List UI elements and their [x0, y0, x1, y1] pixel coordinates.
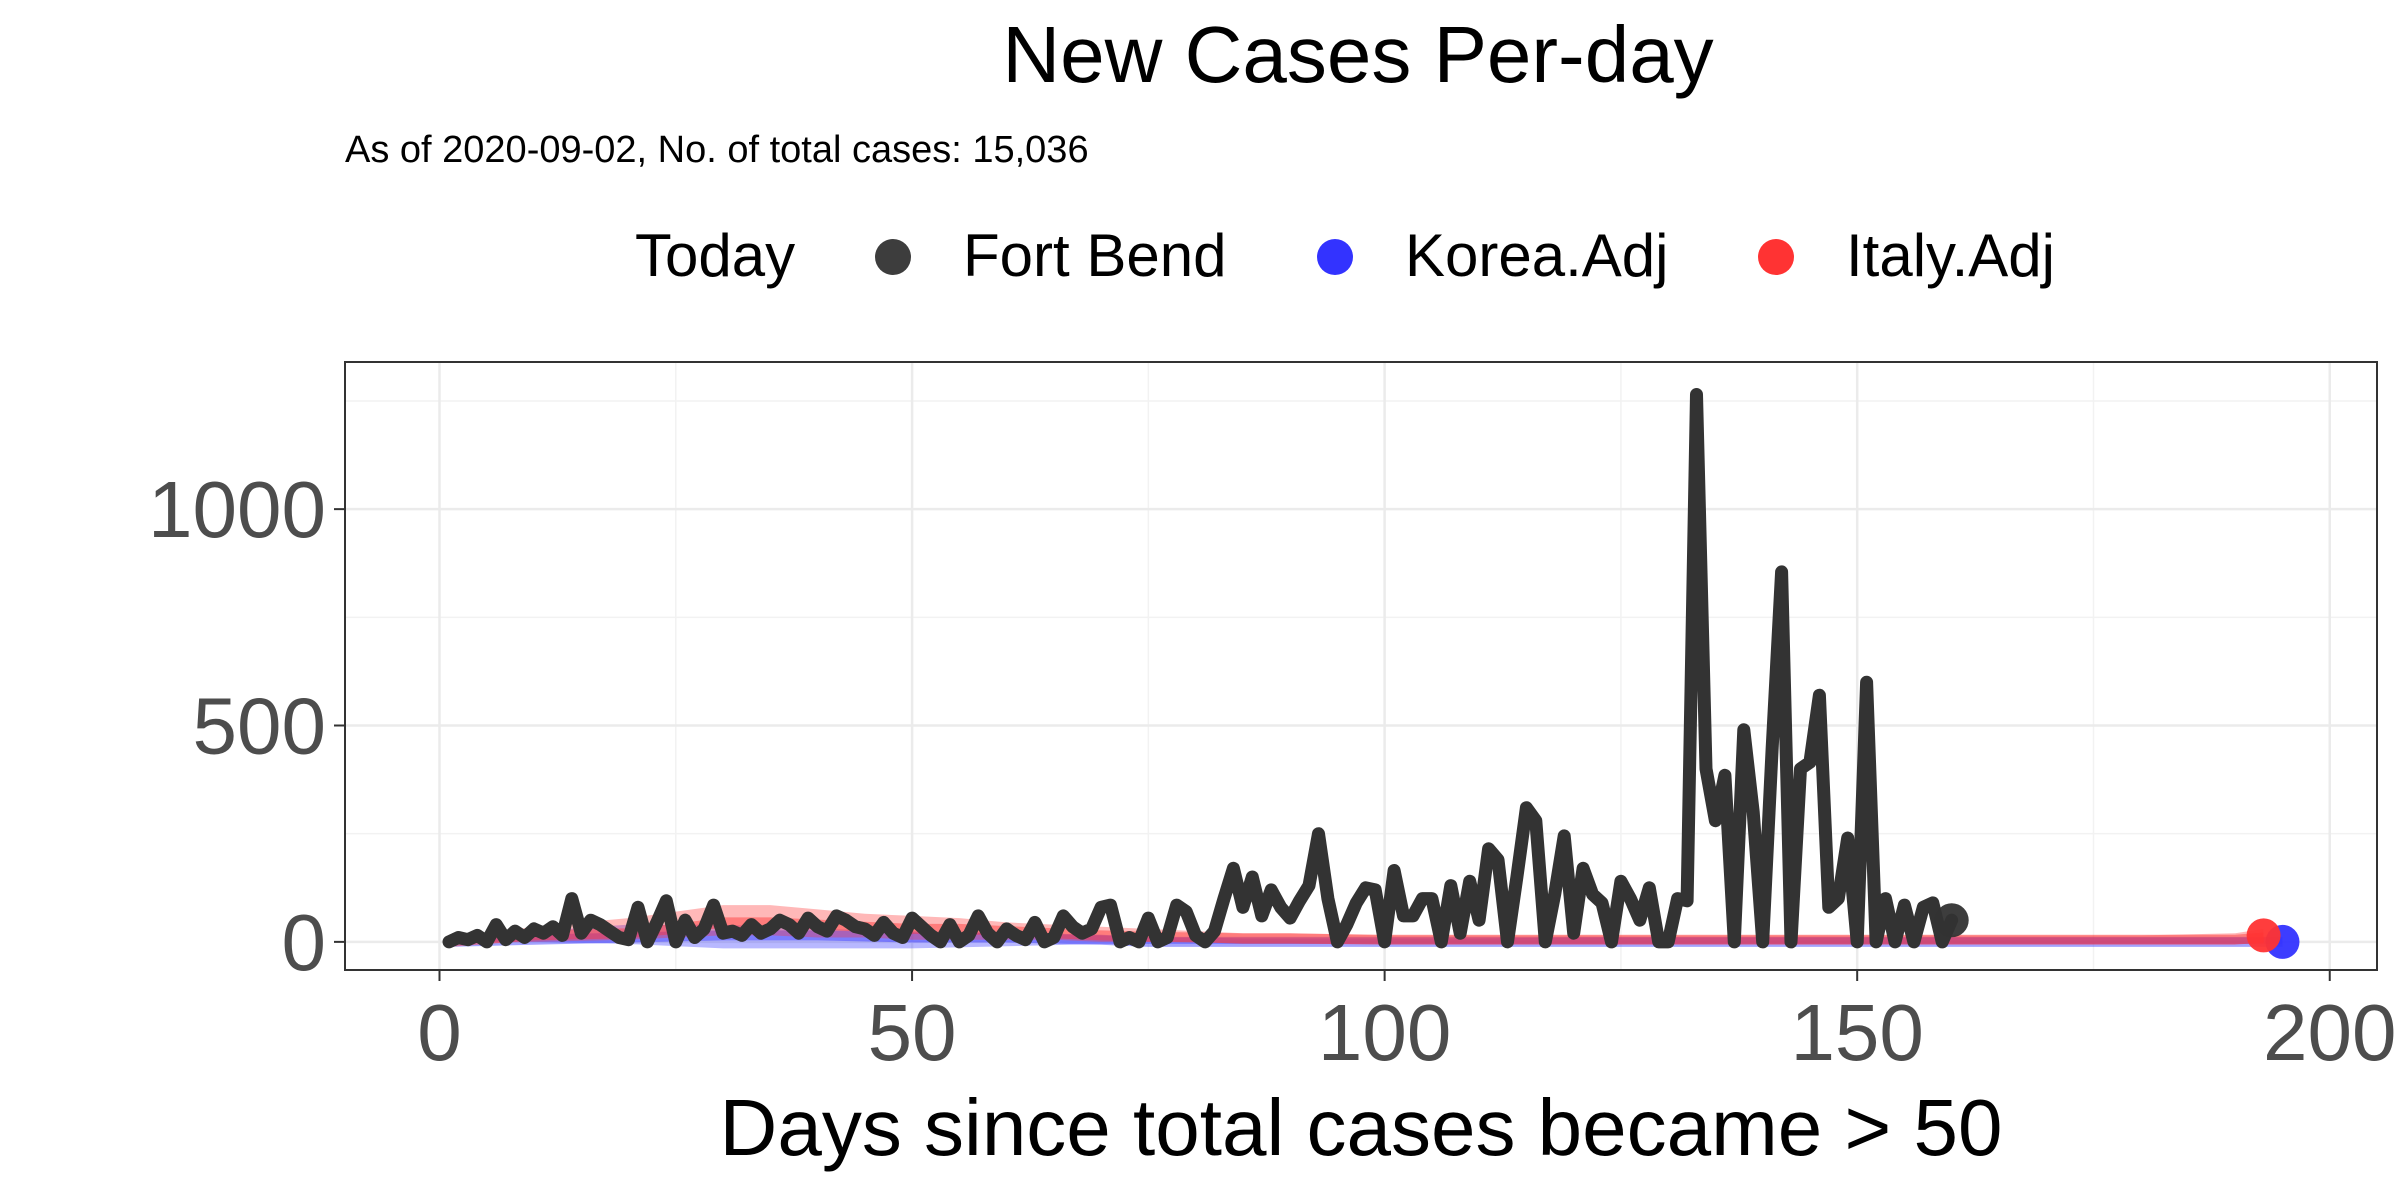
- plot-panel-border: [344, 361, 2378, 971]
- legend-label-italy-adj: Italy.Adj: [1846, 222, 2055, 289]
- y-tick-label: 1000: [148, 465, 326, 554]
- legend-label-korea-adj: Korea.Adj: [1405, 222, 1669, 289]
- italy-adj-today-point: [2246, 918, 2281, 953]
- legend-label-fort-bend: Fort Bend: [963, 222, 1226, 289]
- legend: Today Fort Bend Korea.Adj Italy.Adj: [635, 222, 2055, 289]
- x-tick-label: 50: [868, 988, 957, 1077]
- legend-key-italy-adj: [1758, 239, 1794, 275]
- legend-title: Today: [635, 222, 795, 289]
- axes: 0 50 100 150 200 0 500 1000: [148, 465, 2396, 1077]
- korea-adj-band: [449, 924, 2283, 949]
- y-tick-label: 500: [193, 682, 326, 771]
- korea-adj-line: [448, 930, 2283, 947]
- x-tick-label: 200: [2263, 988, 2396, 1077]
- y-tick-label: 0: [282, 898, 327, 987]
- grid: [345, 362, 2377, 970]
- x-tick-label: 100: [1318, 988, 1451, 1077]
- chart-title: New Cases Per-day: [1002, 10, 1713, 99]
- x-tick-label: 0: [417, 988, 462, 1077]
- x-axis-label: Days since total cases became > 50: [720, 1083, 2003, 1172]
- plot-marks: [442, 388, 2300, 959]
- x-tick-label: 150: [1790, 988, 1923, 1077]
- chart-subtitle: As of 2020-09-02, No. of total cases: 15…: [345, 129, 1089, 171]
- fort-bend-line: [442, 388, 1959, 949]
- legend-key-korea-adj: [1317, 239, 1353, 275]
- legend-key-fort-bend: [875, 239, 911, 275]
- fort-bend-today-point: [1934, 903, 1969, 938]
